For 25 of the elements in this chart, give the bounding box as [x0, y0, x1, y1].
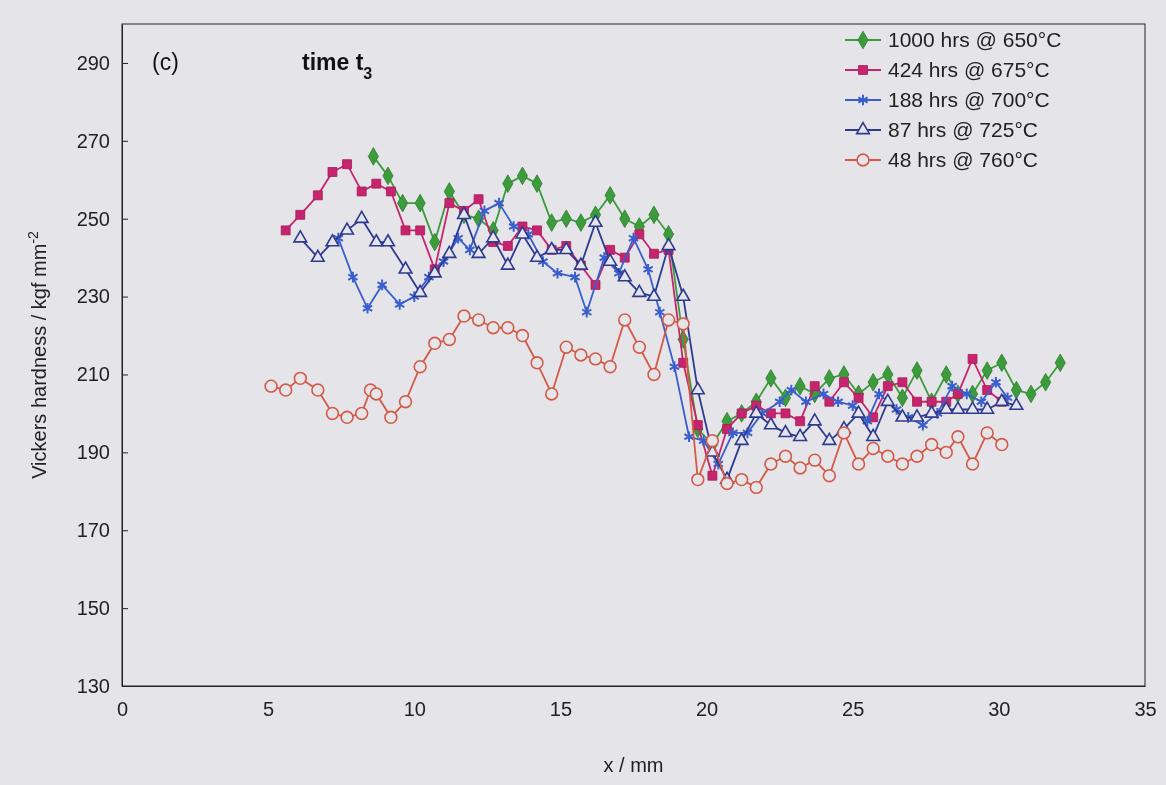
- x-tick-label: 15: [549, 698, 573, 720]
- legend-label: 87 hrs @ 725°C: [888, 118, 1038, 141]
- x-axis-title: x / mm: [603, 754, 664, 776]
- x-tick-label: 25: [842, 698, 865, 720]
- legend-label: 188 hrs @ 700°C: [888, 88, 1050, 111]
- y-tick-label: 270: [76, 129, 110, 152]
- x-tick-label: 5: [263, 698, 275, 720]
- y-tick-label: 150: [76, 597, 110, 620]
- x-tick-label: 10: [403, 698, 426, 720]
- annotation: (c): [152, 49, 179, 75]
- text: time t$_{3}$: [302, 49, 373, 82]
- legend-label: 424 hrs @ 675°C: [888, 58, 1050, 81]
- y-tick-label: 130: [76, 674, 110, 697]
- x-tick-label: 30: [988, 698, 1011, 720]
- y-tick-label: 190: [76, 441, 110, 464]
- y-tick-label: 290: [76, 51, 110, 74]
- x-tick-label: 35: [1134, 698, 1157, 720]
- y-tick-label: 250: [76, 207, 110, 230]
- legend-label: 48 hrs @ 760°C: [888, 148, 1038, 171]
- y-tick-label: 210: [76, 363, 110, 386]
- x-tick-label: 20: [695, 698, 719, 720]
- y-tick-label: 170: [76, 519, 110, 542]
- y-tick-label: 230: [76, 285, 110, 308]
- legend-label: 1000 hrs @ 650°C: [888, 28, 1062, 51]
- x-tick-label: 0: [116, 698, 129, 720]
